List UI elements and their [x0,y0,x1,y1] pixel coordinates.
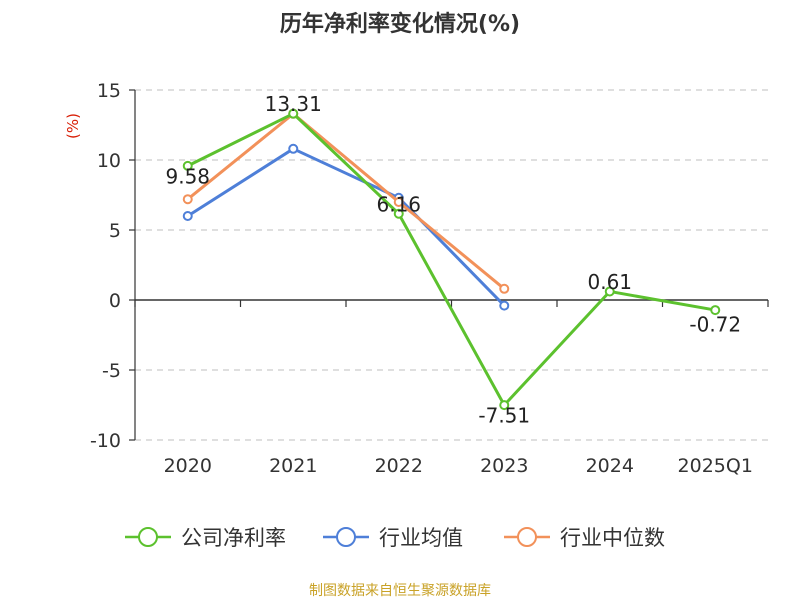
data-point [393,208,404,219]
chart-title: 历年净利率变化情况(%) [279,12,521,37]
legend-item: 行业均值 [379,526,463,550]
data-label: -0.72 [689,313,741,337]
data-point [710,305,721,316]
y-tick-label: 15 [97,80,121,102]
series-line-1 [186,147,506,307]
series-line-0 [187,112,716,407]
y-tick-label: 0 [109,290,121,312]
data-point [182,160,193,171]
x-tick-label: 2021 [269,455,317,477]
axes: 15 10 5 0 -5 -10 2020 2021 2022 2023 2024 2025Q1 [90,80,769,477]
y-axis-unit: (%) [64,113,82,139]
data-label: 0.61 [587,270,632,294]
legend-marker [336,527,356,547]
series-lines [182,108,721,411]
legend-item: 公司净利率 [181,526,286,550]
data-label: 9.58 [165,164,210,188]
series-line-2 [186,112,506,290]
legend-item: 行业中位数 [560,526,665,550]
data-labels: 9.58 13.31 6.16 -7.51 0.61 -0.72 [165,92,741,427]
data-point [288,143,299,154]
legend-marker [138,527,158,547]
y-tick-label: 5 [109,220,121,242]
y-tick-label: -5 [102,360,121,382]
data-label: 6.16 [376,192,421,216]
grid-lines [135,89,768,441]
y-tick-label: 10 [97,150,121,172]
data-point [182,194,193,205]
data-point [182,211,193,221]
data-point [499,400,510,411]
y-tick-label: -10 [90,430,121,452]
source-note: 制图数据来自恒生聚源数据库 [309,583,491,599]
legend: 公司净利率 行业均值 行业中位数 [125,526,665,550]
x-tick-label: 2025Q1 [678,455,753,477]
x-tick-label: 2020 [164,455,212,477]
data-point [393,197,404,207]
data-point [499,300,510,311]
data-label: -7.51 [478,404,530,428]
data-point [288,108,299,119]
x-tick-label: 2024 [586,455,634,477]
data-point [604,286,615,297]
data-point [499,283,510,294]
legend-marker [517,527,537,547]
x-tick-label: 2023 [480,455,528,477]
x-tick-label: 2022 [375,455,423,477]
data-label: 13.31 [265,92,322,116]
